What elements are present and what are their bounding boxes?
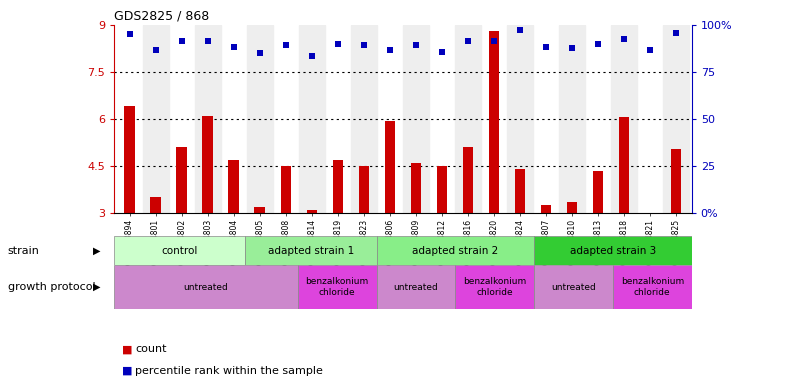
Text: adapted strain 3: adapted strain 3 [570,245,656,256]
Point [410,42,422,48]
Point [435,48,448,55]
Bar [376,265,455,309]
Bar [142,25,169,213]
Bar [410,163,421,213]
Bar [376,236,534,265]
Text: ■: ■ [122,344,132,354]
Bar [298,265,376,309]
Bar [332,160,343,213]
Bar [255,207,265,213]
Text: percentile rank within the sample: percentile rank within the sample [135,366,323,376]
Point [332,41,344,47]
Bar [671,149,681,213]
Bar [384,121,395,213]
Text: growth protocol: growth protocol [8,282,95,292]
Point [566,45,578,51]
Text: control: control [161,245,198,256]
Bar [203,116,213,213]
Bar [150,197,161,213]
Bar [195,25,221,213]
Bar [515,169,525,213]
Point [384,47,396,53]
Bar [114,265,298,309]
Text: untreated: untreated [183,283,228,291]
Point [644,47,656,53]
Text: count: count [135,344,167,354]
Bar [455,25,481,213]
Text: untreated: untreated [551,283,596,291]
Bar [281,166,291,213]
Text: adapted strain 1: adapted strain 1 [268,245,354,256]
Text: untreated: untreated [394,283,439,291]
Bar [437,166,447,213]
Bar [663,25,689,213]
Text: ■: ■ [122,366,132,376]
Point [280,42,292,48]
Point [461,38,474,44]
Text: ▶: ▶ [93,282,101,292]
Text: GDS2825 / 868: GDS2825 / 868 [114,10,209,23]
Point [149,47,162,53]
Bar [611,25,637,213]
Bar [489,31,499,213]
Bar [114,236,245,265]
Bar [229,160,239,213]
Bar [455,265,534,309]
Bar [299,25,325,213]
Bar [541,205,551,213]
Bar [567,202,577,213]
Bar [124,106,134,213]
Bar [351,25,376,213]
Bar [559,25,585,213]
Point [358,42,370,48]
Bar [593,171,603,213]
Text: strain: strain [8,245,40,256]
Text: ▶: ▶ [93,245,101,256]
Text: adapted strain 2: adapted strain 2 [412,245,498,256]
Bar [534,236,692,265]
Point [618,36,630,42]
Point [592,41,604,47]
Bar [247,25,273,213]
Bar [534,265,613,309]
Text: benzalkonium
chloride: benzalkonium chloride [463,277,527,297]
Point [175,38,188,44]
Bar [619,118,630,213]
Bar [402,25,429,213]
Point [227,44,240,50]
Point [670,30,682,36]
Text: benzalkonium
chloride: benzalkonium chloride [621,277,684,297]
Text: benzalkonium
chloride: benzalkonium chloride [306,277,369,297]
Point [487,38,500,44]
Point [123,31,136,38]
Bar [358,166,369,213]
Point [201,38,214,44]
Point [513,26,526,33]
Point [540,44,553,50]
Bar [245,236,376,265]
Point [306,53,318,60]
Bar [463,147,473,213]
Bar [507,25,533,213]
Bar [176,147,187,213]
Point [253,50,266,56]
Bar [613,265,692,309]
Bar [307,210,317,213]
